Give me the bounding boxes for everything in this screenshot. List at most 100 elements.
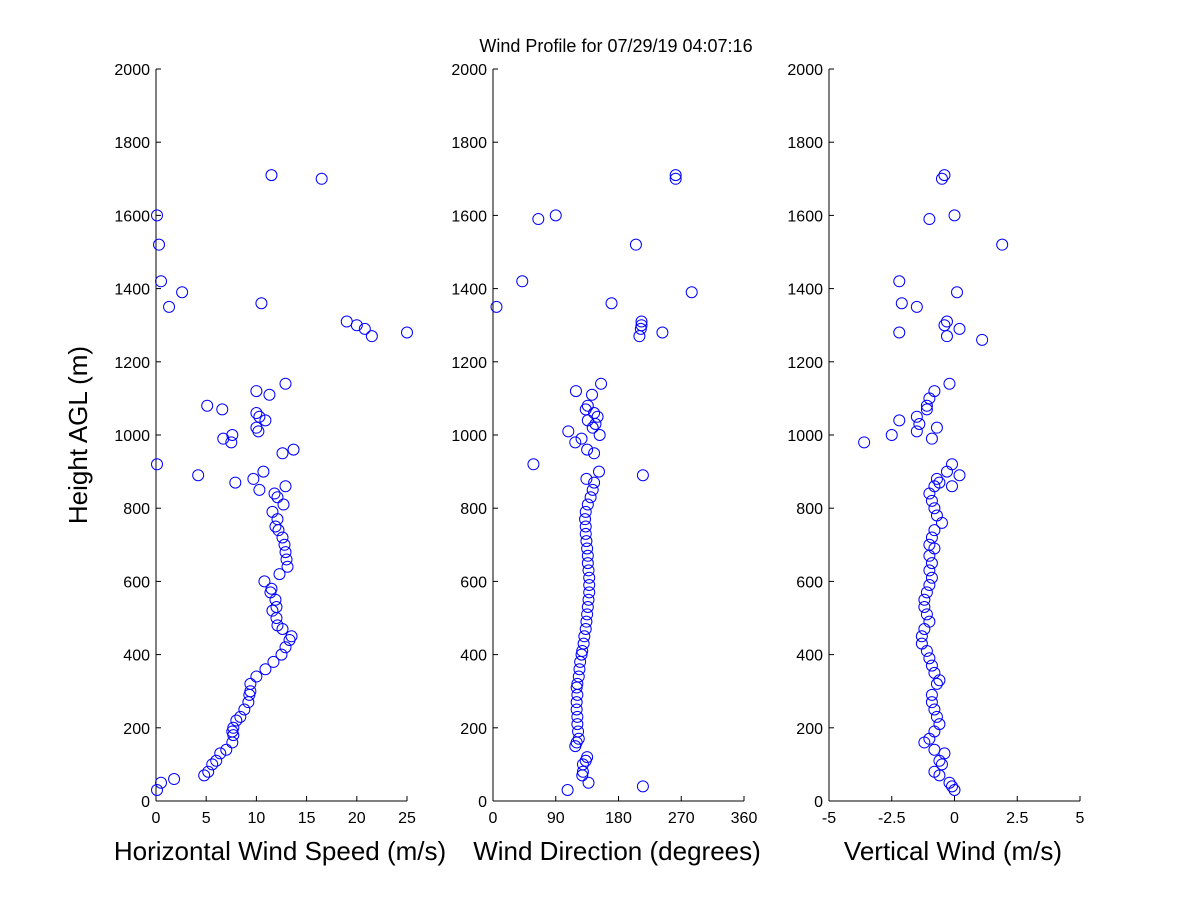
direction-data-point [583, 586, 596, 599]
speed-x-tick-label: 10 [248, 810, 266, 827]
speed-data-point [227, 721, 240, 734]
vertical-data-point [930, 509, 943, 522]
speed-data-point [365, 330, 378, 343]
speed-data-point [216, 403, 229, 416]
vertical-x-tick-label: -5 [822, 810, 836, 827]
vertical-data-point [928, 765, 941, 778]
vertical-data-point [930, 472, 943, 485]
speed-data-point [259, 663, 272, 676]
speed-data-point [279, 546, 292, 559]
direction-data-point [581, 557, 594, 570]
speed-data-point [276, 531, 289, 544]
speed-data-point [151, 784, 164, 797]
vertical-data-point [915, 637, 928, 650]
speed-data-point [250, 670, 263, 683]
direction-data-point [580, 535, 593, 548]
speed-data-point [163, 300, 176, 313]
vertical-data-point [923, 213, 936, 226]
vertical-data-point [925, 531, 938, 544]
speed-data-point [280, 553, 293, 566]
vertical-data-point [925, 659, 938, 672]
speed-data-point [273, 568, 286, 581]
direction-data-point [636, 780, 649, 793]
speed-panel: Horizontal Wind Speed (m/s) 020040060080… [114, 62, 446, 866]
direction-data-point [573, 663, 586, 676]
vertical-y-tick-label: 2000 [787, 62, 823, 79]
direction-data-point [635, 315, 648, 328]
direction-data-point [636, 469, 649, 482]
speed-data-point [253, 410, 266, 423]
direction-x-tick-label: 270 [668, 810, 695, 827]
direction-x-tick-label: 180 [605, 810, 632, 827]
direction-data-point [572, 725, 585, 738]
direction-data-point [581, 549, 594, 562]
direction-data-point [576, 644, 589, 657]
speed-data-point [253, 483, 266, 496]
direction-x-tick-label: 360 [731, 810, 758, 827]
direction-y-tick-label: 800 [460, 501, 487, 518]
speed-data-point [230, 714, 243, 727]
vertical-y-tick-label: 1000 [787, 428, 823, 445]
direction-data-point [582, 593, 595, 606]
vertical-data-point [925, 696, 938, 709]
speed-data-point [201, 399, 214, 412]
speed-data-point [350, 319, 363, 332]
direction-data-point [588, 476, 601, 489]
direction-data-point [580, 615, 593, 628]
speed-data-point [153, 238, 166, 251]
speed-data-point [266, 505, 279, 518]
speed-data-point [151, 458, 164, 471]
speed-data-point [358, 322, 371, 335]
speed-y-tick-label: 1600 [114, 208, 150, 225]
vertical-data-point [923, 615, 936, 628]
direction-y-tick-label: 1000 [451, 428, 487, 445]
vertical-data-point [925, 432, 938, 445]
speed-data-point [258, 575, 271, 588]
direction-data-point [579, 513, 592, 526]
vertical-y-tick-label: 1200 [787, 355, 823, 372]
speed-data-point [155, 776, 168, 789]
direction-data-point [581, 399, 594, 412]
speed-data-point [271, 619, 284, 632]
direction-data-point [586, 388, 599, 401]
speed-data-point [276, 447, 289, 460]
speed-x-tick-label: 20 [348, 810, 366, 827]
vertical-data-point [935, 172, 948, 185]
vertical-data-point [885, 429, 898, 441]
direction-data-point [569, 385, 582, 398]
direction-x-axis-label: Wind Direction (degrees) [473, 836, 761, 866]
vertical-data-point [928, 703, 941, 716]
vertical-data-point [925, 571, 938, 584]
speed-x-tick-label: 0 [152, 810, 161, 827]
speed-data-point [255, 297, 268, 310]
direction-data-point [561, 784, 574, 797]
direction-data-point [570, 696, 583, 709]
speed-data-point [279, 377, 292, 390]
direction-data-point [581, 498, 594, 511]
direction-data-point [516, 275, 529, 288]
speed-data-point [278, 538, 291, 551]
vertical-y-tick-label: 400 [796, 648, 823, 665]
vertical-y-tick-label: 0 [814, 794, 823, 811]
direction-data-point [669, 172, 682, 185]
speed-data-point [192, 469, 205, 482]
speed-data-point [250, 421, 263, 434]
direction-data-point [575, 432, 588, 445]
speed-data-point [269, 520, 282, 533]
direction-data-point [605, 297, 618, 310]
direction-x-tick-label: 90 [547, 810, 565, 827]
vertical-data-point [945, 458, 958, 471]
speed-y-tick-label: 400 [123, 648, 150, 665]
speed-data-point [275, 648, 288, 661]
speed-data-point [155, 275, 168, 288]
speed-data-point [168, 773, 181, 786]
vertical-data-point [923, 564, 936, 577]
direction-data-point [569, 436, 582, 449]
direction-data-point [580, 472, 593, 485]
direction-data-point [579, 527, 592, 540]
speed-data-point [247, 472, 260, 485]
vertical-x-tick-label: 2.5 [1006, 810, 1028, 827]
direction-data-point [581, 608, 594, 621]
speed-data-point [279, 641, 292, 654]
vertical-data-point [910, 300, 923, 313]
